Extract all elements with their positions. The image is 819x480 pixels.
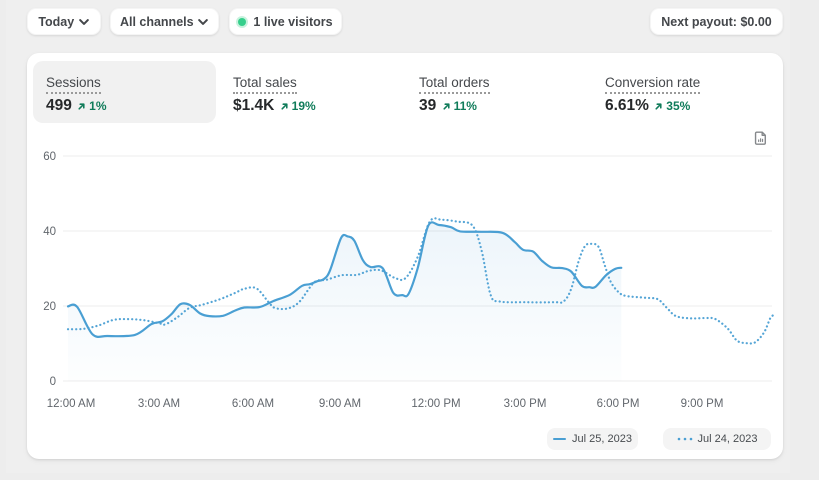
svg-text:6:00 PM: 6:00 PM [597, 398, 640, 410]
svg-text:3:00 PM: 3:00 PM [504, 398, 547, 410]
svg-text:12:00 AM: 12:00 AM [47, 398, 96, 410]
svg-text:20: 20 [43, 301, 56, 313]
svg-text:40: 40 [43, 226, 56, 238]
svg-text:9:00 AM: 9:00 AM [319, 398, 361, 410]
svg-text:6:00 AM: 6:00 AM [232, 398, 274, 410]
svg-text:60: 60 [43, 151, 56, 163]
svg-text:9:00 PM: 9:00 PM [681, 398, 724, 410]
svg-text:12:00 PM: 12:00 PM [411, 398, 460, 410]
svg-text:0: 0 [50, 376, 56, 388]
svg-text:3:00 AM: 3:00 AM [138, 398, 180, 410]
